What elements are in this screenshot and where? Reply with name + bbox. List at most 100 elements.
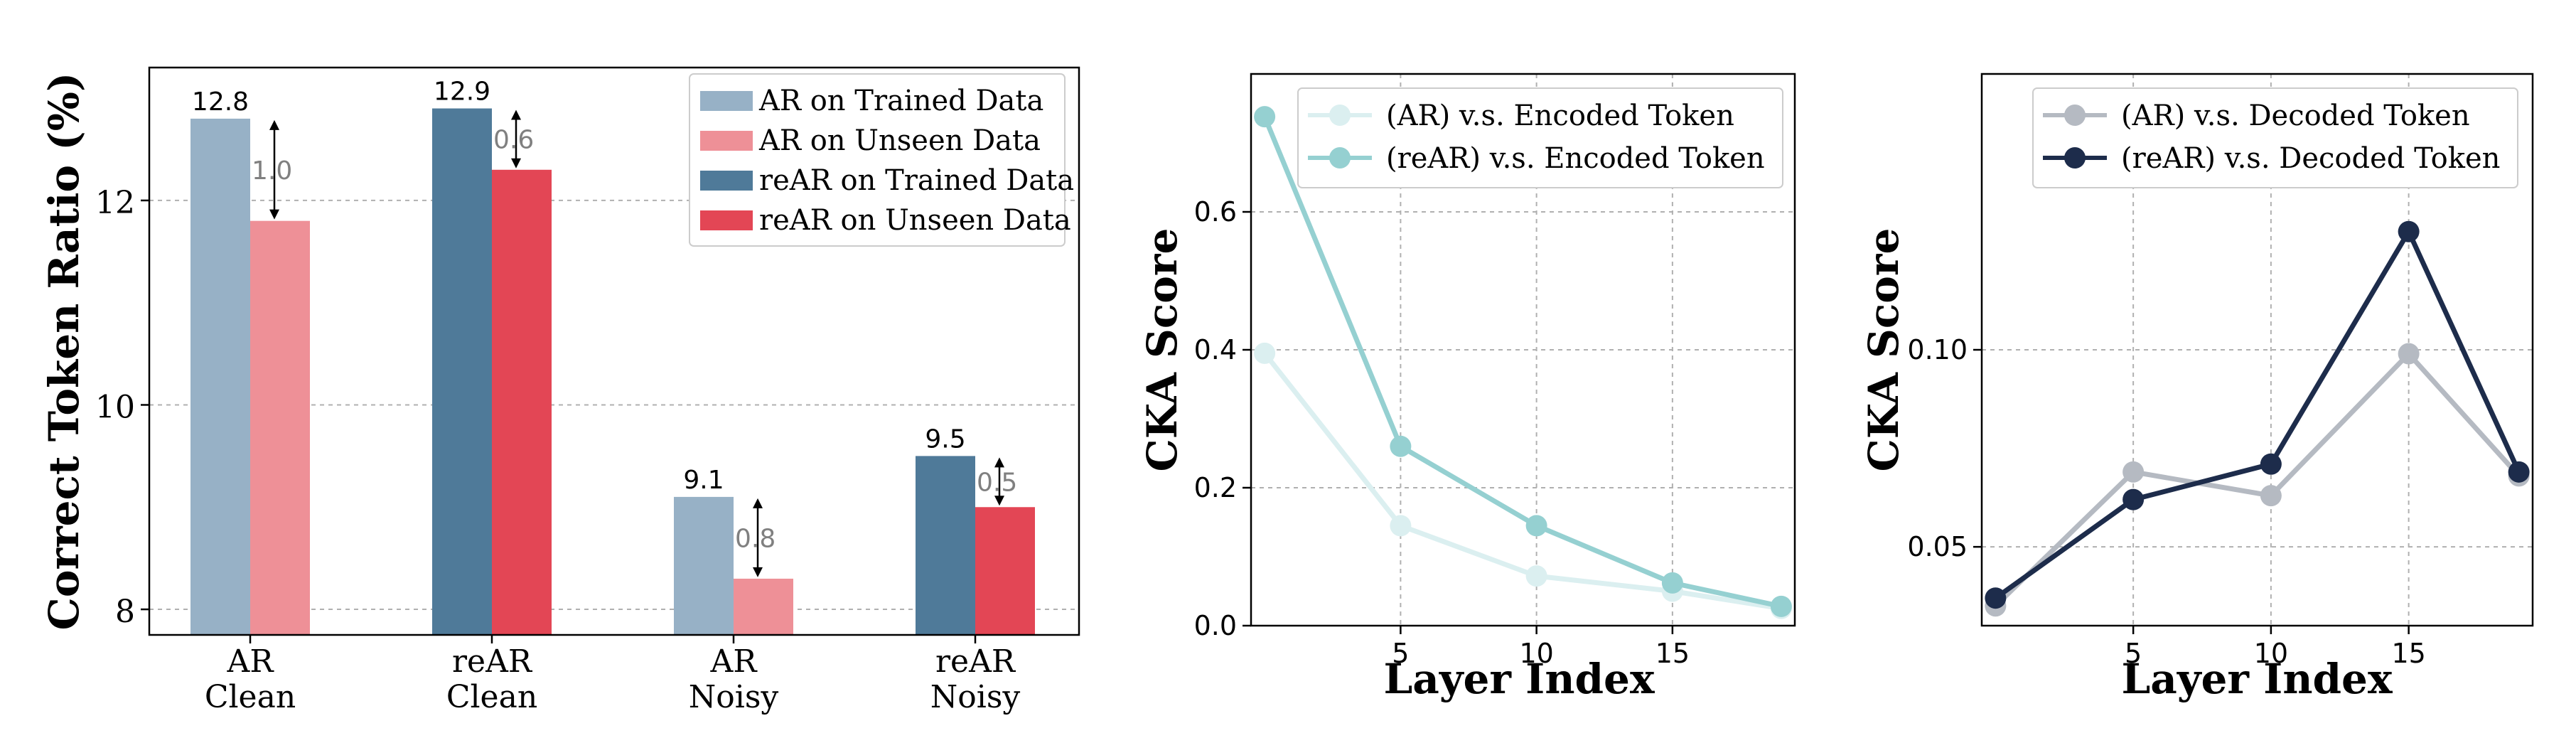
line-rear-encoded: [1262, 115, 1782, 609]
point-rear-encoded: [1254, 106, 1276, 128]
bar-gap-annotations: 1.0 0.6 0.8 0.5: [252, 109, 1017, 577]
bar-value-label: 9.5: [925, 424, 965, 454]
bar-x-ticks: AR Clean reAR Clean AR Noisy reAR Noisy: [205, 635, 1021, 715]
bar-value-label: 12.9: [434, 77, 490, 107]
legend-label-rear-unseen: reAR on Unseen Data: [759, 204, 1071, 237]
point-rear-encoded: [1661, 572, 1683, 594]
dec-legend-box: [2032, 87, 2518, 188]
gap-arrow-head-top: [994, 457, 1004, 468]
legend-label-ar-decoded: (AR) v.s. Decoded Token: [2121, 100, 2470, 132]
legend-marker-rear-decoded: [2064, 147, 2086, 169]
legend-label-ar-unseen: AR on Unseen Data: [758, 124, 1041, 157]
point-ar-decoded: [2260, 485, 2282, 507]
point-rear-decoded: [2508, 461, 2530, 483]
point-ar-encoded: [1254, 342, 1276, 364]
gap-arrow-head-top: [511, 109, 521, 120]
bar-y-ticks: 8 10 12: [95, 185, 149, 630]
point-ar-decoded: [2398, 343, 2420, 365]
gap-arrow-head-bottom: [753, 567, 763, 577]
line-ar-decoded: [1993, 351, 2521, 608]
enc-y-ticks: 0.0 0.2 0.4 0.6: [1194, 196, 1251, 641]
bar-ar-unseen: [734, 578, 793, 635]
gap-value-label: 0.6: [493, 126, 534, 155]
bar-legend-box: [689, 73, 1066, 247]
dec-x-tick-label: 15: [2391, 638, 2425, 669]
enc-legend-box: [1297, 87, 1783, 188]
legend-label-ar-encoded: (AR) v.s. Encoded Token: [1386, 100, 1734, 132]
point-rear-encoded: [1390, 435, 1412, 457]
gap-value-label: 0.5: [977, 468, 1017, 497]
enc-y-tick-label: 0.0: [1194, 610, 1237, 641]
point-ar-decoded: [2122, 461, 2145, 483]
point-rear-decoded: [2398, 220, 2420, 242]
bar-y-tick-label: 10: [95, 389, 135, 425]
cka-encoded-panel: 0.0 0.2 0.4 0.6 5 10 15 Layer Index CKA Score…: [1138, 73, 1796, 703]
point-rear-encoded: [1770, 595, 1792, 617]
legend-swatch-rear-trained: [700, 171, 753, 191]
bar-chart-panel: 1.0 0.6 0.8 0.5 12.8 12.9 9.1 9.5 8 10 12 AR Clea…: [40, 66, 1080, 715]
dec-y-ticks: 0.05 0.10: [1907, 334, 1982, 562]
bar-x-tick-label: reAR Clean: [446, 643, 537, 715]
enc-x-axis-title: Layer Index: [1383, 655, 1654, 703]
enc-y-axis-title: CKA Score: [1138, 228, 1186, 472]
dec-y-tick-label: 0.05: [1907, 531, 1968, 562]
point-rear-decoded: [1985, 587, 2007, 609]
point-ar-encoded: [1525, 565, 1547, 587]
legend-marker-ar-decoded: [2064, 105, 2086, 126]
enc-x-tick-label: 5: [1392, 638, 1409, 669]
bar-y-tick-label: 8: [115, 594, 135, 630]
dec-x-ticks: 5 10 15: [2125, 626, 2426, 669]
bar-ar-trained: [190, 118, 250, 635]
gap-arrow-head-bottom: [511, 158, 521, 169]
legend-label-ar-trained: AR on Trained Data: [758, 85, 1043, 117]
legend-swatch-ar-unseen: [700, 131, 753, 151]
cka-decoded-panel: 0.05 0.10 5 10 15 Layer Index CKA Score (AR…: [1859, 73, 2534, 703]
dec-y-axis-title: CKA Score: [1859, 228, 1908, 472]
enc-series: [1254, 106, 1792, 619]
legend-label-rear-encoded: (reAR) v.s. Encoded Token: [1386, 142, 1765, 175]
enc-x-tick-label: 10: [1519, 638, 1553, 669]
bar-plot-frame: [148, 66, 1080, 636]
gap-arrow-head-top: [269, 119, 279, 130]
line-rear-decoded: [1994, 229, 2521, 601]
bar-value-labels: 12.8 12.9 9.1 9.5: [192, 77, 966, 495]
bar-rear-unseen: [492, 169, 552, 635]
gap-value-label: 0.8: [735, 524, 776, 553]
bar-ar-trained: [674, 496, 734, 635]
bar-rear-trained: [916, 456, 975, 635]
bar-rear-unseen: [975, 507, 1035, 635]
point-rear-decoded: [2122, 488, 2145, 510]
dec-y-tick-label: 0.10: [1907, 334, 1968, 365]
enc-x-tick-label: 15: [1655, 638, 1690, 669]
line-ar-encoded: [1262, 351, 1782, 611]
gap-arrow-head-bottom: [269, 209, 279, 220]
enc-legend: (AR) v.s. Encoded Token (reAR) v.s. Enco…: [1297, 87, 1783, 188]
dec-x-tick-label: 10: [2254, 638, 2288, 669]
bar-rear-trained: [432, 108, 492, 635]
enc-y-tick-label: 0.2: [1194, 472, 1237, 503]
legend-label-rear-decoded: (reAR) v.s. Decoded Token: [2121, 142, 2500, 175]
legend-swatch-rear-unseen: [700, 210, 753, 230]
point-rear-encoded: [1525, 515, 1547, 537]
bar-y-axis-title: Correct Token Ratio (%): [40, 73, 88, 631]
gap-value-label: 1.0: [252, 156, 292, 186]
legend-marker-rear-encoded: [1329, 147, 1351, 169]
gap-arrow-head-bottom: [994, 496, 1004, 506]
point-ar-encoded: [1390, 515, 1412, 537]
bar-legend: AR on Trained Data AR on Unseen Data reA…: [689, 73, 1074, 247]
gap-arrow-head-top: [753, 498, 763, 508]
bar-value-label: 12.8: [192, 87, 249, 117]
dec-x-axis-title: Layer Index: [2121, 655, 2392, 703]
bar-series: [190, 108, 1035, 636]
legend-marker-ar-encoded: [1329, 105, 1351, 126]
bar-value-label: 9.1: [683, 466, 724, 495]
legend-label-rear-trained: reAR on Trained Data: [759, 164, 1074, 197]
dec-legend: (AR) v.s. Decoded Token (reAR) v.s. Deco…: [2032, 87, 2518, 188]
bar-x-tick-label: reAR Noisy: [930, 643, 1021, 715]
enc-x-ticks: 5 10 15: [1392, 626, 1690, 669]
point-rear-decoded: [2260, 453, 2282, 475]
bar-x-tick-label: AR Noisy: [689, 643, 779, 715]
enc-y-tick-label: 0.4: [1194, 334, 1237, 365]
dec-x-tick-label: 5: [2125, 638, 2142, 669]
